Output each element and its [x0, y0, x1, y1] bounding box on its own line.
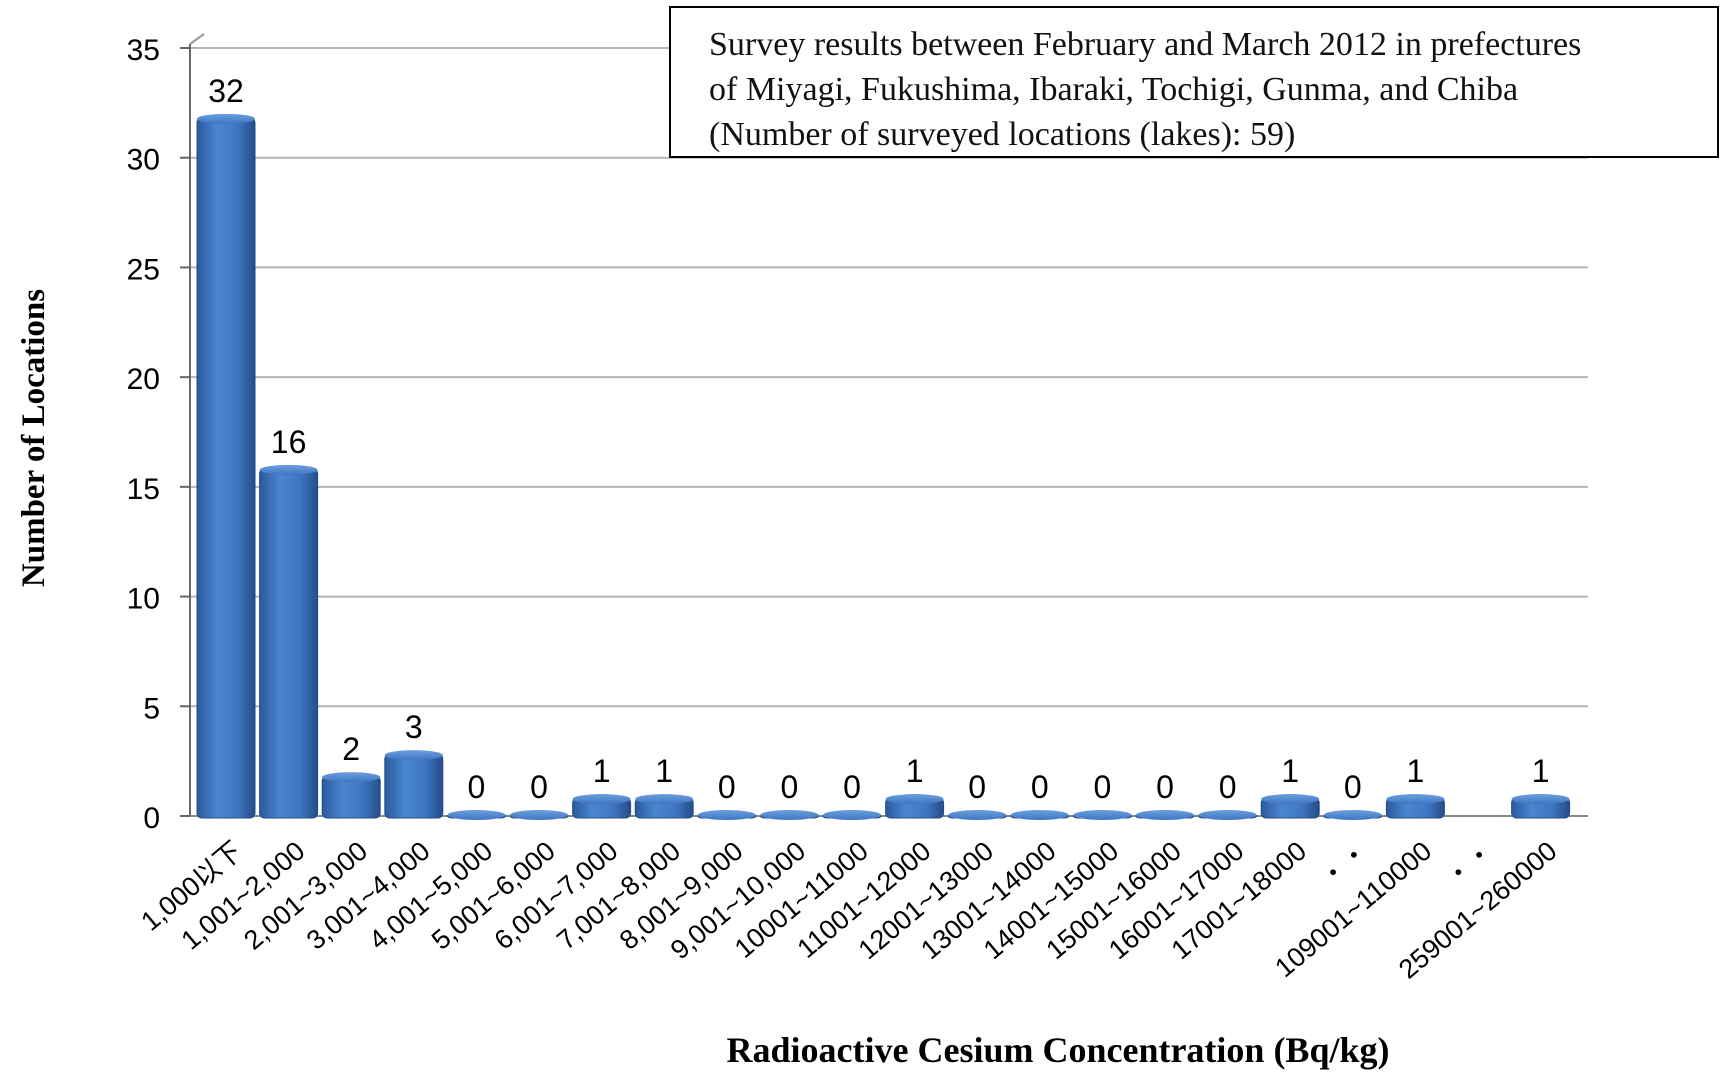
- y-tick-label: 30: [127, 144, 160, 177]
- data-label: 0: [781, 769, 799, 805]
- data-label: 1: [655, 753, 673, 789]
- data-label: 1: [1281, 753, 1299, 789]
- data-label: 1: [1532, 753, 1550, 789]
- axis-depth-line: [189, 33, 205, 45]
- data-label: 16: [271, 424, 307, 460]
- bar: [196, 117, 256, 819]
- bar-cap: [1261, 794, 1320, 805]
- y-tick-label: 5: [143, 692, 160, 725]
- bar-cap: [572, 794, 631, 805]
- data-label: 0: [843, 769, 861, 805]
- annotation-line-1: Survey results between February and Marc…: [709, 26, 1582, 63]
- bar-cap: [510, 810, 568, 820]
- bar-cap: [1511, 794, 1570, 805]
- bar: [321, 775, 381, 819]
- y-tick-label: 0: [143, 802, 160, 835]
- y-axis-title: Number of Locations: [16, 289, 52, 587]
- bar-cap: [447, 810, 506, 820]
- data-label: 0: [718, 769, 736, 805]
- data-label: 0: [530, 769, 548, 805]
- data-label: 0: [1219, 769, 1237, 805]
- survey-annotation-box: Survey results between February and Marc…: [669, 6, 1719, 158]
- bar-cap: [1136, 810, 1194, 820]
- bar-cap: [1073, 810, 1132, 820]
- bar-cap: [1198, 810, 1257, 820]
- data-label: 3: [405, 709, 423, 745]
- data-label: 1: [1407, 753, 1425, 789]
- data-label: 0: [1094, 769, 1112, 805]
- bar-cap: [635, 794, 694, 805]
- bar-cap: [384, 750, 443, 761]
- y-tick-label: 15: [127, 473, 160, 506]
- data-label: 1: [593, 753, 611, 789]
- data-label: 0: [1156, 769, 1174, 805]
- annotation-line-3: (Number of surveyed locations (lakes): 5…: [709, 116, 1296, 153]
- bar-cap: [1323, 810, 1382, 820]
- bar-cap: [823, 810, 881, 820]
- annotation-line-2: of Miyagi, Fukushima, Ibaraki, Tochigi, …: [709, 71, 1519, 108]
- data-label: 0: [1344, 769, 1362, 805]
- bar-cap: [1010, 810, 1069, 820]
- x-axis-title: Radioactive Cesium Concentration (Bq/kg): [727, 1030, 1390, 1070]
- bar: [384, 753, 444, 819]
- bar-cap: [760, 810, 819, 820]
- data-label: 1: [906, 753, 924, 789]
- bar-cap: [697, 810, 756, 820]
- y-tick-label: 35: [127, 34, 160, 67]
- bar-cap: [322, 772, 381, 783]
- y-tick-label: 20: [127, 363, 160, 396]
- bar-cap: [197, 113, 255, 124]
- bar: [259, 468, 319, 819]
- data-label: 0: [468, 769, 486, 805]
- y-tick-label: 25: [127, 253, 160, 286]
- bar-cap: [885, 794, 944, 805]
- bar-cap: [1386, 794, 1445, 805]
- y-tick-label: 10: [127, 583, 160, 616]
- data-label: 0: [1031, 769, 1049, 805]
- bar-cap: [259, 464, 318, 475]
- data-label: 2: [342, 731, 360, 767]
- data-label: 0: [968, 769, 986, 805]
- data-label: 32: [208, 73, 244, 109]
- bar-cap: [948, 810, 1007, 820]
